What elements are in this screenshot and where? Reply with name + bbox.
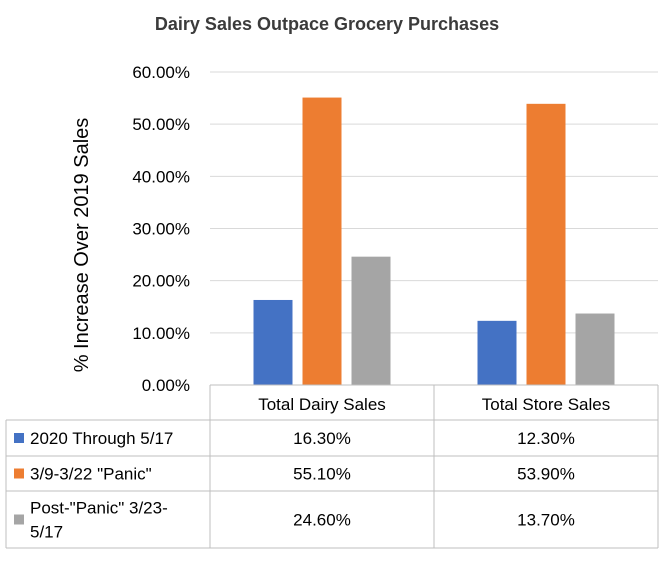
data-label: 16.30%	[293, 429, 351, 448]
y-tick-label: 20.00%	[132, 272, 190, 291]
bar	[351, 256, 391, 385]
y-axis-label: % Increase Over 2019 Sales	[71, 118, 93, 373]
y-tick-label: 30.00%	[132, 220, 190, 239]
data-label: 53.90%	[517, 465, 575, 484]
legend-label: 3/9-3/22 "Panic"	[30, 465, 152, 484]
y-tick-label: 40.00%	[132, 167, 190, 186]
bar	[253, 299, 293, 385]
legend-label: Post-"Panic" 3/23-	[30, 499, 168, 518]
x-tick-label: Total Store Sales	[482, 395, 611, 414]
legend-label: 5/17	[30, 523, 63, 542]
gridlines	[210, 71, 658, 334]
bar	[526, 103, 566, 386]
legend-swatch	[14, 468, 24, 479]
y-tick-label: 0.00%	[142, 376, 190, 395]
data-label: 55.10%	[293, 465, 351, 484]
data-label: 13.70%	[517, 511, 575, 530]
data-table: Total Dairy Sales Total Store Sales 2020 T…	[5, 384, 659, 549]
legend-swatch	[14, 433, 24, 443]
bar	[477, 320, 517, 385]
y-tick-label: 60.00%	[132, 63, 190, 82]
y-axis-ticks: 0.00% 10.00% 20.00% 30.00% 40.00% 50.00% 60.00…	[132, 63, 190, 395]
legend-swatch	[14, 514, 24, 525]
y-tick-label: 50.00%	[132, 115, 190, 134]
y-tick-label: 10.00%	[132, 324, 190, 343]
data-label: 12.30%	[517, 429, 575, 448]
legend-label: 2020 Through 5/17	[30, 429, 173, 448]
bar	[302, 97, 342, 385]
x-tick-label: Total Dairy Sales	[258, 395, 386, 414]
data-label: 24.60%	[293, 511, 351, 530]
bars	[253, 97, 615, 386]
bar	[575, 313, 615, 385]
chart-title: Dairy Sales Outpace Grocery Purchases	[155, 14, 499, 34]
